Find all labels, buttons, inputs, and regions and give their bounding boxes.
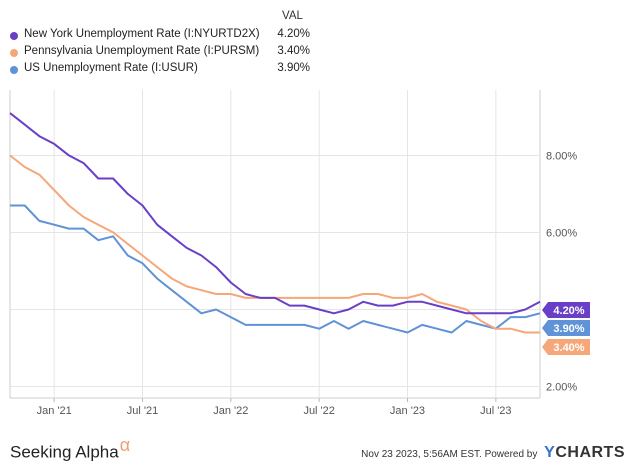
x-tick-label: Jul '21 [127, 405, 158, 417]
series-line [9, 154, 540, 334]
legend-item-new-york[interactable]: New York Unemployment Rate (I:NYURTD2X) … [10, 28, 310, 44]
end-value-label: 3.90% [553, 323, 584, 335]
series-line [10, 204, 541, 334]
end-value-tag: 3.40% [542, 339, 590, 355]
end-value-tag-shape [542, 302, 590, 318]
end-value-tag-shape [542, 320, 590, 336]
legend-item-label: New York Unemployment Rate (I:NYURTD2X) [24, 28, 260, 40]
legend-item-value: 3.90% [277, 62, 310, 74]
legend-item-pennsylvania[interactable]: Pennsylvania Unemployment Rate (I:PURSM)… [10, 45, 310, 61]
x-tick-label: Jan '21 [37, 405, 72, 417]
end-value-tag-shape [542, 339, 590, 355]
legend-header: VAL [282, 10, 303, 22]
legend-dot-icon [10, 32, 18, 40]
end-value-tag: 3.90% [542, 320, 590, 336]
legend-item-value: 4.20% [277, 28, 310, 40]
ycharts-logo-text: CHARTS [555, 444, 625, 461]
alpha-icon: α [119, 435, 131, 455]
ycharts-logo[interactable]: YCHARTS [544, 444, 625, 461]
end-value-tag: 4.20% [542, 302, 590, 318]
chart-footer: Nov 23 2023, 5:56AM EST. Powered by YCHA… [361, 444, 625, 462]
legend-item-label: Pennsylvania Unemployment Rate (I:PURSM) [24, 45, 260, 57]
x-tick-label: Jul '23 [480, 405, 511, 417]
legend-dot-icon [10, 66, 18, 74]
x-tick-label: Jul '22 [303, 405, 334, 417]
y-tick-label: 8.00% [546, 150, 577, 162]
legend-item-us[interactable]: US Unemployment Rate (I:USUR) 3.90% [10, 62, 310, 78]
logo-text: Seeking Alpha [10, 442, 119, 462]
legend-item-label: US Unemployment Rate (I:USUR) [24, 62, 198, 74]
end-value-label: 4.20% [553, 305, 584, 317]
y-tick-label: 2.00% [546, 381, 577, 393]
powered-by-label: Powered by [484, 449, 538, 460]
y-tick-label: 6.00% [546, 227, 577, 239]
series-line [9, 112, 541, 315]
end-value-label: 3.40% [553, 342, 584, 354]
legend-item-value: 3.40% [277, 45, 310, 57]
legend-dot-icon [10, 49, 18, 57]
timestamp: Nov 23 2023, 5:56AM EST. [361, 449, 482, 460]
ycharts-logo-y: Y [544, 444, 556, 461]
x-tick-label: Jan '22 [213, 405, 248, 417]
seeking-alpha-logo: Seeking Alphaα [10, 435, 130, 463]
x-tick-label: Jan '23 [390, 405, 425, 417]
